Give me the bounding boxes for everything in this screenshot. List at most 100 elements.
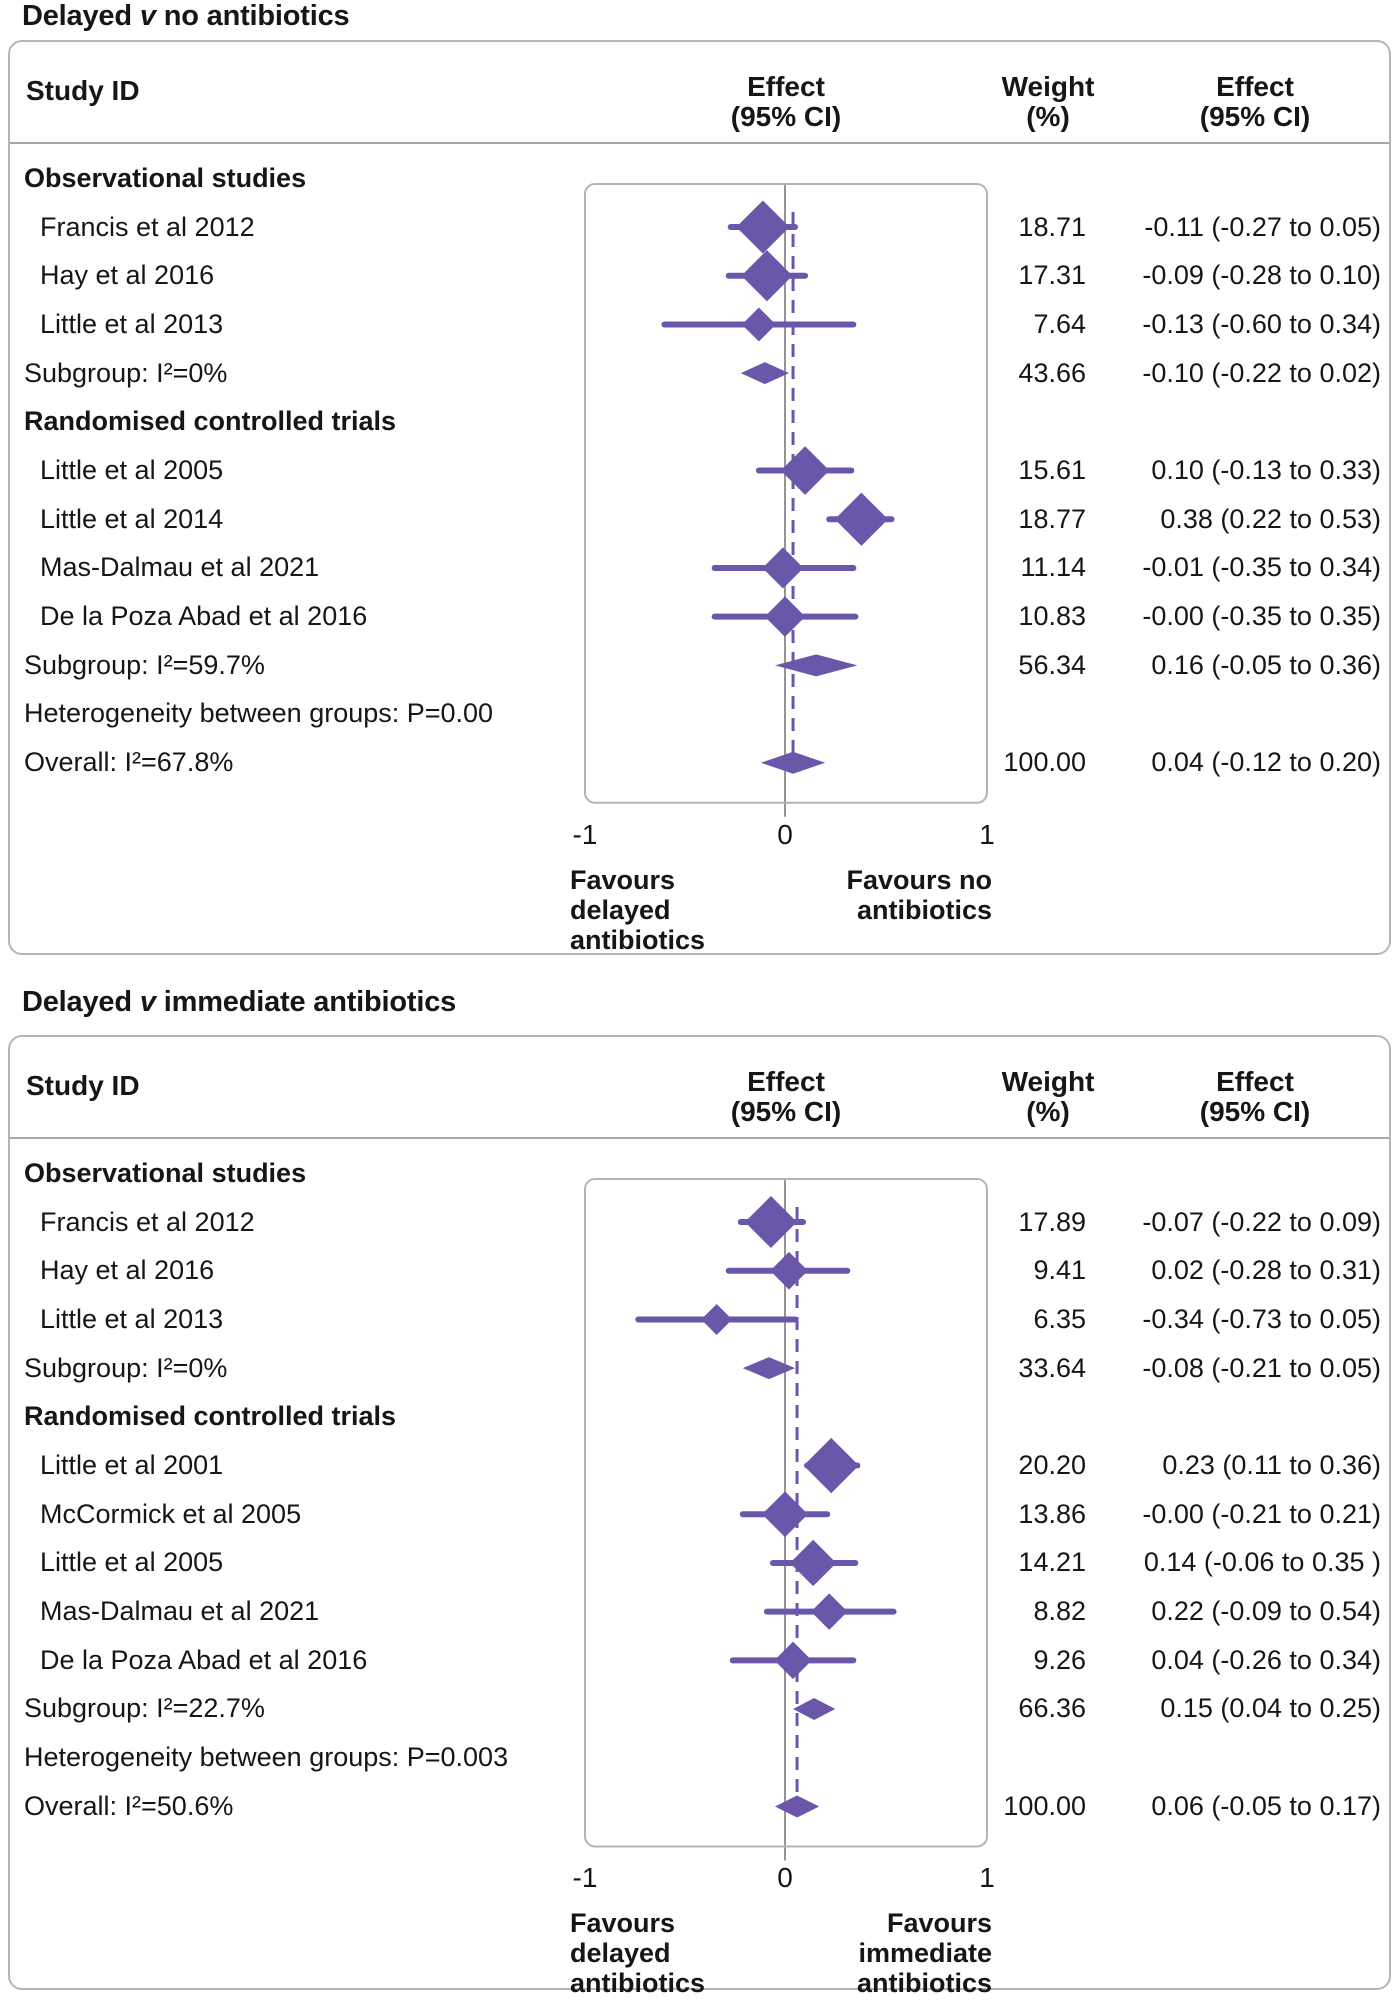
column-header-study-id: Study ID <box>26 1070 140 1101</box>
header-separator <box>10 142 1389 144</box>
summary-row: Overall: I²=67.8% 100.00 0.04 (-0.12 to 0.… <box>10 738 1389 787</box>
favours-left-label: Favours delayed antibiotics <box>570 1908 705 1998</box>
row-effect-ci-value: 0.04 (-0.12 to 0.20) <box>1151 747 1381 778</box>
x-axis-tick-label: -1 <box>572 1862 598 1894</box>
row-effect-ci-value: 0.04 (-0.26 to 0.34) <box>1151 1644 1381 1675</box>
title-versus: v <box>139 986 156 1018</box>
summary-row: Subgroup: I²=0% 43.66 -0.10 (-0.22 to 0.02… <box>10 349 1389 398</box>
row-weight-value: 7.64 <box>1033 308 1086 339</box>
column-header-effect-plot-line2: (95% CI) <box>730 1096 842 1127</box>
row-effect-ci-value: -0.34 (-0.73 to 0.05) <box>1142 1303 1381 1334</box>
row-label: Overall: I²=67.8% <box>24 747 234 778</box>
row-weight-value: 17.31 <box>1018 260 1086 291</box>
favours-label-line: delayed <box>570 1938 671 1969</box>
favours-label-line: antibiotics <box>570 924 706 955</box>
row-label: Little et al 2013 <box>40 308 224 339</box>
section-heading-row: Randomised controlled trials <box>10 1392 1389 1441</box>
header-separator <box>10 1137 1389 1139</box>
summary-row: Subgroup: I²=59.7% 56.34 0.16 (-0.05 to 0.… <box>10 641 1389 690</box>
favours-label-line: antibiotics <box>856 894 992 925</box>
study-row: Little et al 2013 6.35 -0.34 (-0.73 to 0.0… <box>10 1295 1389 1344</box>
row-label: Subgroup: I²=0% <box>24 357 228 388</box>
column-header-weight: Weight (%) <box>898 72 1198 132</box>
row-effect-ci-value: -0.07 (-0.22 to 0.09) <box>1142 1206 1381 1237</box>
row-effect-ci-value: -0.13 (-0.60 to 0.34) <box>1142 308 1381 339</box>
row-weight-value: 18.77 <box>1018 503 1086 534</box>
study-row: Little et al 2014 18.77 0.38 (0.22 to 0.53… <box>10 495 1389 544</box>
row-weight-value: 100.00 <box>1003 1790 1086 1821</box>
row-label: Randomised controlled trials <box>24 406 397 437</box>
row-weight-value: 33.64 <box>1018 1352 1086 1383</box>
figure-title-delayed-v-immediate: Delayed v immediate antibiotics <box>22 986 456 1019</box>
favours-label-line: Favours no <box>846 864 992 895</box>
x-axis-tick-label: 0 <box>777 1862 793 1894</box>
row-effect-ci-value: 0.38 (0.22 to 0.53) <box>1160 503 1381 534</box>
row-weight-value: 100.00 <box>1003 747 1086 778</box>
column-header-effect-ci-line1: Effect <box>1216 71 1294 102</box>
study-row: Little et al 2005 14.21 0.14 (-0.06 to 0.3… <box>10 1539 1389 1588</box>
row-effect-ci-value: 0.15 (0.04 to 0.25) <box>1160 1693 1381 1724</box>
row-label: Observational studies <box>24 1157 307 1188</box>
row-effect-ci-value: -0.11 (-0.27 to 0.05) <box>1144 211 1381 242</box>
study-row: Mas-Dalmau et al 2021 11.14 -0.01 (-0.35 t… <box>10 544 1389 593</box>
row-label: Hay et al 2016 <box>40 260 215 291</box>
row-label: Heterogeneity between groups: P=0.003 <box>24 1742 509 1773</box>
row-weight-value: 17.89 <box>1018 1206 1086 1237</box>
rows-container: Observational studies Francis et al 2012 1… <box>10 1149 1389 1831</box>
row-effect-ci-value: 0.23 (0.11 to 0.36) <box>1162 1449 1381 1480</box>
column-header-effect-plot-line1: Effect <box>747 71 825 102</box>
column-header-effect-plot: Effect (95% CI) <box>636 72 936 132</box>
row-effect-ci-value: 0.16 (-0.05 to 0.36) <box>1151 649 1381 680</box>
column-header-effect-ci: Effect (95% CI) <box>1105 72 1399 132</box>
column-header-weight-line2: (%) <box>1026 101 1070 132</box>
favours-left-label: Favours delayed antibiotics <box>570 865 705 955</box>
row-weight-value: 11.14 <box>1020 552 1086 583</box>
row-label: Mas-Dalmau et al 2021 <box>40 1596 320 1627</box>
forest-panel-delayed-v-immediate: Study ID Effect (95% CI) Weight (%) Effe… <box>8 1035 1391 1998</box>
study-row: Francis et al 2012 17.89 -0.07 (-0.22 to 0… <box>10 1198 1389 1247</box>
column-header-weight-line2: (%) <box>1026 1096 1070 1127</box>
study-row: Little et al 2001 20.20 0.23 (0.11 to 0.36… <box>10 1441 1389 1490</box>
study-row: Francis et al 2012 18.71 -0.11 (-0.27 to 0… <box>10 203 1389 252</box>
row-label: Overall: I²=50.6% <box>24 1790 234 1821</box>
column-header-weight-line1: Weight <box>1001 1066 1095 1097</box>
row-label: Subgroup: I²=0% <box>24 1352 228 1383</box>
row-label: Francis et al 2012 <box>40 1206 255 1237</box>
row-label: Mas-Dalmau et al 2021 <box>40 552 320 583</box>
row-weight-value: 6.35 <box>1033 1303 1086 1334</box>
title-lead: Delayed <box>22 0 132 32</box>
summary-row: Subgroup: I²=0% 33.64 -0.08 (-0.21 to 0.05… <box>10 1344 1389 1393</box>
row-weight-value: 9.26 <box>1033 1644 1086 1675</box>
row-weight-value: 10.83 <box>1018 601 1086 632</box>
rows-container: Observational studies Francis et al 2012 1… <box>10 154 1389 787</box>
favours-right-label: Favours immediate antibiotics <box>692 1908 992 1998</box>
study-row: McCormick et al 2005 13.86 -0.00 (-0.21 to… <box>10 1490 1389 1539</box>
row-weight-value: 43.66 <box>1018 357 1086 388</box>
row-effect-ci-value: -0.09 (-0.28 to 0.10) <box>1142 260 1381 291</box>
study-row: De la Poza Abad et al 2016 9.26 0.04 (-0.2… <box>10 1636 1389 1685</box>
study-row: Hay et al 2016 9.41 0.02 (-0.28 to 0.31) <box>10 1246 1389 1295</box>
row-weight-value: 15.61 <box>1018 454 1086 485</box>
row-label: Subgroup: I²=22.7% <box>24 1693 265 1724</box>
title-rest: no antibiotics <box>163 0 350 32</box>
row-effect-ci-value: 0.10 (-0.13 to 0.33) <box>1151 454 1381 485</box>
favours-label-line: Favours <box>570 1908 676 1939</box>
row-label: Subgroup: I²=59.7% <box>24 649 265 680</box>
row-label: Little et al 2005 <box>40 1547 224 1578</box>
favours-label-line: delayed <box>570 894 671 925</box>
favours-label-line: immediate <box>858 1938 992 1969</box>
title-rest: immediate antibiotics <box>163 986 457 1018</box>
favours-label-line: antibiotics <box>570 1968 706 1999</box>
row-label: De la Poza Abad et al 2016 <box>40 1644 368 1675</box>
row-label: Little et al 2005 <box>40 454 224 485</box>
column-header-effect-ci-line2: (95% CI) <box>1199 101 1311 132</box>
row-weight-value: 18.71 <box>1018 211 1086 242</box>
column-header-effect-plot: Effect (95% CI) <box>636 1067 936 1127</box>
forest-panel-delayed-v-no: Study ID Effect (95% CI) Weight (%) Effe… <box>8 40 1391 955</box>
x-axis-tick-label: -1 <box>572 818 598 850</box>
row-weight-value: 66.36 <box>1018 1693 1086 1724</box>
study-row: Mas-Dalmau et al 2021 8.82 0.22 (-0.09 to … <box>10 1587 1389 1636</box>
row-weight-value: 9.41 <box>1033 1255 1086 1286</box>
row-label: Heterogeneity between groups: P=0.00 <box>24 698 494 729</box>
row-effect-ci-value: 0.02 (-0.28 to 0.31) <box>1151 1255 1381 1286</box>
